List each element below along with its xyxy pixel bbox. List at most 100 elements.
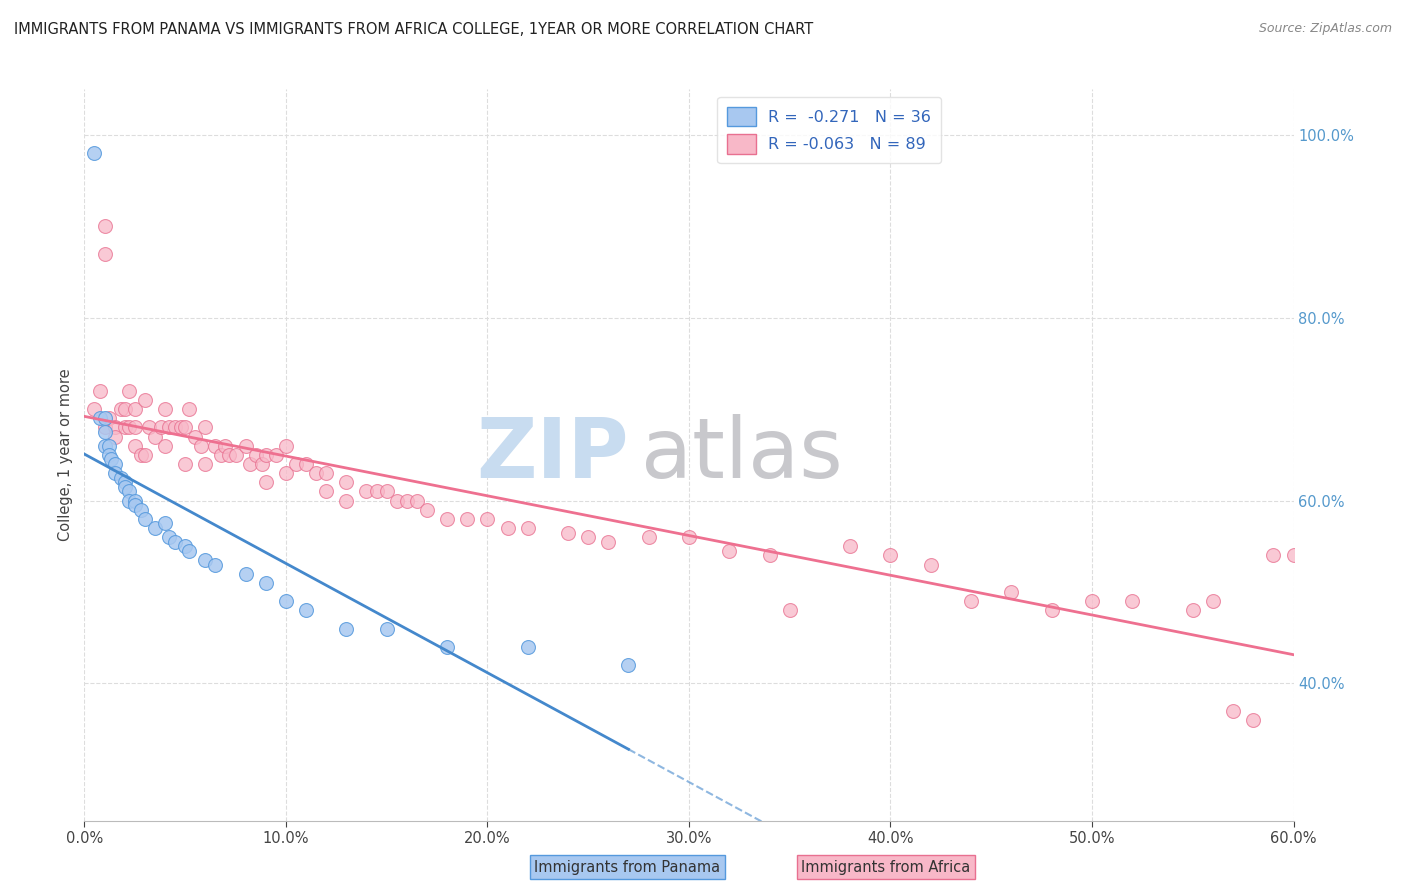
Point [375,622,398,636]
Point [274,594,297,608]
Point [779,603,801,617]
Point [678,530,700,544]
Point [190,439,212,453]
Point [104,420,127,434]
Point [97,448,120,462]
Point [637,530,659,544]
Point [194,457,217,471]
Point [93,420,115,434]
Text: atlas: atlas [641,415,842,495]
Point [598,534,620,549]
Point [114,480,136,494]
Point [295,603,318,617]
Point [157,420,180,434]
Point [254,448,277,462]
Point [1081,594,1104,608]
Point [194,553,217,567]
Point [416,503,439,517]
Point [960,594,983,608]
Point [174,420,197,434]
Point [235,566,257,581]
Point [335,493,357,508]
Point [100,452,122,467]
Point [134,448,156,462]
Point [395,493,418,508]
Point [194,420,217,434]
Text: IMMIGRANTS FROM PANAMA VS IMMIGRANTS FROM AFRICA COLLEGE, 1YEAR OR MORE CORRELAT: IMMIGRANTS FROM PANAMA VS IMMIGRANTS FRO… [14,22,813,37]
Point [134,512,156,526]
Point [110,402,132,417]
Point [477,512,499,526]
Point [89,411,111,425]
Point [245,448,267,462]
Point [97,411,120,425]
Point [124,493,146,508]
Point [93,219,115,234]
Point [366,484,388,499]
Point [254,576,277,591]
Y-axis label: College, 1 year or more: College, 1 year or more [58,368,73,541]
Point [104,429,127,443]
Point [758,549,780,563]
Legend: R =  -0.271   N = 36, R = -0.063   N = 89: R = -0.271 N = 36, R = -0.063 N = 89 [717,97,941,163]
Point [129,448,152,462]
Point [1202,594,1225,608]
Point [104,466,127,480]
Point [576,530,599,544]
Point [1040,603,1063,617]
Point [165,420,187,434]
Point [335,622,357,636]
Point [149,420,172,434]
Point [124,498,146,512]
Point [335,475,357,490]
Point [143,429,166,443]
Point [250,457,273,471]
Point [920,558,942,572]
Point [204,439,226,453]
Point [456,512,478,526]
Point [496,521,519,535]
Point [110,471,132,485]
Point [1222,704,1244,718]
Point [114,420,136,434]
Point [124,439,146,453]
Point [83,146,105,161]
Point [406,493,429,508]
Point [118,484,141,499]
Point [1121,594,1143,608]
Point [89,384,111,398]
Point [93,439,115,453]
Text: Source: ZipAtlas.com: Source: ZipAtlas.com [1258,22,1392,36]
Point [184,429,207,443]
Point [1241,713,1264,727]
Point [295,457,318,471]
Text: Immigrants from Panama: Immigrants from Panama [534,860,720,874]
Point [153,439,176,453]
Point [718,544,741,558]
Point [274,439,297,453]
Point [315,484,337,499]
Point [235,439,257,453]
Point [204,558,226,572]
Point [1000,585,1022,599]
Point [436,512,458,526]
Point [356,484,378,499]
Text: Immigrants from Africa: Immigrants from Africa [801,860,970,874]
Point [218,448,240,462]
Point [254,475,277,490]
Text: ZIP: ZIP [477,415,628,495]
Point [516,640,538,654]
Point [134,393,156,408]
Point [138,420,160,434]
Point [124,402,146,417]
Point [174,539,197,553]
Point [436,640,458,654]
Point [179,544,201,558]
Point [617,658,640,673]
Point [153,402,176,417]
Point [385,493,408,508]
Point [879,549,901,563]
Point [209,448,232,462]
Point [174,457,197,471]
Point [129,503,152,517]
